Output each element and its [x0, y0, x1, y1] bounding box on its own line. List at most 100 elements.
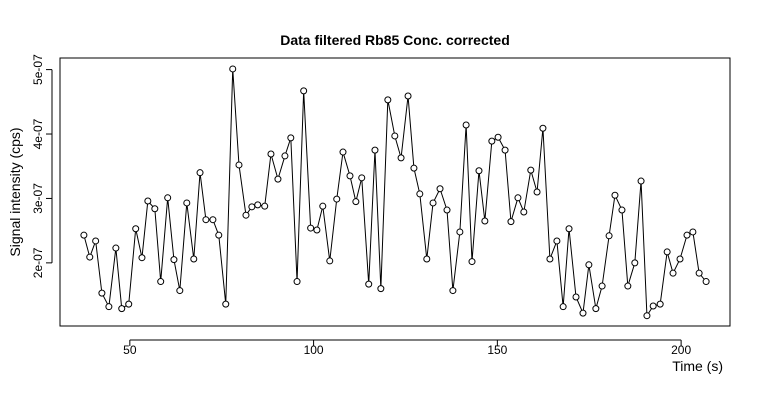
- x-tick-label: 200: [671, 343, 691, 357]
- data-point: [507, 218, 515, 226]
- data-point: [683, 231, 691, 239]
- data-point: [118, 305, 126, 313]
- data-point: [643, 312, 651, 320]
- data-point: [215, 231, 223, 239]
- data-point: [242, 211, 250, 219]
- data-point: [527, 166, 535, 174]
- data-point: [429, 199, 437, 207]
- y-tick-label: 2e-07: [31, 247, 45, 278]
- data-point: [475, 167, 483, 175]
- data-point: [287, 134, 295, 142]
- data-point: [397, 154, 405, 162]
- data-point: [293, 278, 301, 286]
- plot-box: [59, 57, 731, 327]
- y-tick-label: 4e-07: [31, 118, 45, 149]
- x-tick-label: 150: [487, 343, 507, 357]
- data-point: [689, 228, 697, 236]
- data-point: [501, 146, 509, 154]
- data-point: [144, 197, 152, 205]
- data-point: [196, 169, 204, 177]
- data-point: [605, 232, 613, 240]
- data-point: [572, 293, 580, 301]
- data-point: [307, 224, 315, 232]
- data-point: [202, 216, 210, 224]
- data-point: [138, 254, 146, 262]
- y-tick-label: 3e-07: [31, 183, 45, 214]
- x-tick-label: 50: [123, 343, 137, 357]
- data-point: [157, 278, 165, 286]
- data-point: [618, 206, 626, 214]
- data-point: [631, 259, 639, 267]
- data-point: [598, 282, 606, 290]
- data-point: [274, 175, 282, 183]
- data-point: [462, 121, 470, 129]
- data-point: [676, 255, 684, 263]
- data-point: [663, 248, 671, 256]
- data-point: [190, 255, 198, 263]
- x-tick-label: 100: [304, 343, 324, 357]
- data-point: [624, 282, 632, 290]
- data-point: [520, 208, 528, 216]
- data-point: [209, 216, 217, 224]
- data-point: [592, 305, 600, 313]
- data-point: [313, 226, 321, 234]
- data-point: [514, 194, 522, 202]
- data-point: [98, 289, 106, 297]
- data-point: [436, 185, 444, 193]
- data-point: [222, 300, 230, 308]
- data-point: [565, 225, 573, 233]
- data-point: [267, 150, 275, 158]
- data-point: [456, 228, 464, 236]
- data-point: [281, 152, 289, 160]
- data-point: [546, 255, 554, 263]
- data-point: [333, 195, 341, 203]
- data-point: [176, 287, 184, 295]
- data-point: [319, 202, 327, 210]
- data-point: [481, 217, 489, 225]
- data-point: [449, 287, 457, 295]
- data-point: [637, 177, 645, 185]
- data-point: [695, 269, 703, 277]
- y-axis-label: Signal intensity (cps): [7, 127, 23, 256]
- data-point: [533, 188, 541, 196]
- x-axis-label: Time (s): [672, 358, 723, 374]
- data-point: [346, 172, 354, 180]
- data-point: [539, 124, 547, 132]
- data-point: [494, 133, 502, 141]
- data-point: [488, 137, 496, 145]
- data-point: [611, 191, 619, 199]
- data-point: [125, 300, 133, 308]
- data-point: [416, 190, 424, 198]
- data-point: [358, 174, 366, 182]
- data-point: [105, 303, 113, 311]
- data-point: [339, 148, 347, 156]
- data-point: [86, 253, 94, 261]
- data-point: [261, 202, 269, 210]
- data-point: [371, 146, 379, 154]
- data-point: [365, 280, 373, 288]
- data-point: [559, 303, 567, 311]
- data-point: [183, 199, 191, 207]
- data-point: [649, 302, 657, 310]
- data-point: [352, 198, 360, 206]
- y-tick-label: 5e-07: [31, 54, 45, 85]
- data-point: [229, 65, 237, 73]
- data-point: [553, 237, 561, 245]
- data-point: [248, 203, 256, 211]
- data-point: [423, 255, 431, 263]
- data-point: [80, 231, 88, 239]
- data-point: [468, 258, 476, 266]
- data-point: [377, 285, 385, 293]
- data-point: [151, 205, 159, 213]
- data-point: [384, 96, 392, 104]
- data-point: [112, 244, 120, 252]
- data-point: [702, 278, 710, 286]
- data-point: [164, 194, 172, 202]
- data-point: [585, 261, 593, 269]
- data-point: [254, 201, 262, 209]
- chart-title: Data filtered Rb85 Conc. corrected: [280, 32, 510, 48]
- data-point: [92, 237, 100, 245]
- data-point: [300, 87, 308, 95]
